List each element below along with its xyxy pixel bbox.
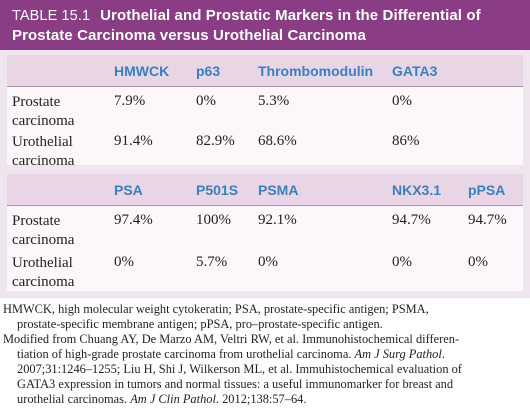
footnote-abbreviations-line1: HMWCK, high molecular weight cytokeratin… <box>3 302 429 316</box>
row-label-line2: carcinoma <box>12 274 75 290</box>
table-cell: 7.9% <box>114 93 146 109</box>
table-cell: 97.4% <box>114 212 153 228</box>
footnote-text: . <box>441 347 445 361</box>
row-label-line2: carcinoma <box>12 232 75 248</box>
footnote-source-line3: 2007;31:1246–1255; Liu H, Shi J, Wilkers… <box>17 362 462 376</box>
row-label-line1: Urothelial <box>12 255 73 271</box>
table-cell: 68.6% <box>258 133 297 149</box>
table-cell: 0% <box>114 254 134 270</box>
table-title-line2: Prostate Carcinoma versus Urothelial Car… <box>12 27 366 44</box>
col-header-hmwck: HMWCK <box>114 63 170 79</box>
table-cell: 94.7% <box>392 212 431 228</box>
row-label-line2: carcinoma <box>12 153 75 169</box>
panel1-header-row: HMWCK p63 Thrombomodulin GATA3 <box>7 55 523 87</box>
table-cell: 92.1% <box>258 212 297 228</box>
panel-urothelial-markers: HMWCK p63 Thrombomodulin GATA3 Prostate … <box>7 55 523 169</box>
table-cell: 91.4% <box>114 133 153 149</box>
table-cell: 0% <box>258 254 278 270</box>
table-title-line1-container: TABLE 15.1 Urothelial and Prostatic Marke… <box>12 7 481 24</box>
table-cell: 86% <box>392 133 420 149</box>
row-label-prostate: Prostate carcinoma <box>12 212 74 250</box>
table-title-line1: Urothelial and Prostatic Markers in the … <box>100 7 481 24</box>
table-cell: 5.7% <box>196 254 228 270</box>
panel2-header-row: PSA P501S PSMA NKX3.1 pPSA <box>7 174 523 206</box>
table-cell: 0% <box>392 254 412 270</box>
table-cell: 100% <box>196 212 231 228</box>
footnote-text: tiation of high-grade prostate carcinoma… <box>17 347 355 361</box>
col-header-thrombomodulin: Thrombomodulin <box>258 63 374 79</box>
table-header: TABLE 15.1 Urothelial and Prostatic Marke… <box>0 0 530 50</box>
col-header-psa: PSA <box>114 182 143 198</box>
row-label-urothelial: Urothelial carcinoma <box>12 133 74 171</box>
col-header-psma: PSMA <box>258 182 299 198</box>
footnote-source-line1: Modified from Chuang AY, De Marzo AM, Ve… <box>3 332 460 346</box>
table-cell: 5.3% <box>258 93 290 109</box>
col-header-p63: p63 <box>196 63 221 79</box>
row-label-line1: Urothelial <box>12 134 73 150</box>
col-header-nkx3-1: NKX3.1 <box>392 182 442 198</box>
row-label-line1: Prostate <box>12 213 61 229</box>
footnote-text: . 2012;138:57–64. <box>215 392 307 406</box>
col-header-gata3: GATA3 <box>392 63 438 79</box>
table-label: TABLE 15.1 <box>12 8 91 24</box>
footnote-source-line2: tiation of high-grade prostate carcinoma… <box>17 347 530 362</box>
row-label-urothelial: Urothelial carcinoma <box>12 254 74 292</box>
footnote-abbreviations-line2: prostate-specific membrane antigen; pPSA… <box>17 317 383 331</box>
panel-prostatic-markers: PSA P501S PSMA NKX3.1 pPSA Prostate carc… <box>7 174 523 291</box>
table-cell: 0% <box>392 93 412 109</box>
row-label-line2: carcinoma <box>12 113 75 129</box>
table-cell: 82.9% <box>196 133 235 149</box>
journal-name: Am J Clin Pathol <box>130 392 216 406</box>
footnote-text: urothelial carcinomas. <box>17 392 131 406</box>
row-label-line1: Prostate <box>12 94 61 110</box>
footnote-source-line5: urothelial carcinomas. Am J Clin Pathol.… <box>17 392 530 407</box>
col-header-ppsa: pPSA <box>468 182 506 198</box>
row-label-prostate: Prostate carcinoma <box>12 93 74 131</box>
col-header-p501s: P501S <box>196 182 239 198</box>
table-cell: 0% <box>468 254 488 270</box>
journal-name: Am J Surg Pathol <box>354 347 442 361</box>
table-cell: 94.7% <box>468 212 507 228</box>
table-cell: 0% <box>196 93 216 109</box>
footnote-source-line4: GATA3 expression in tumors and normal ti… <box>17 377 454 391</box>
